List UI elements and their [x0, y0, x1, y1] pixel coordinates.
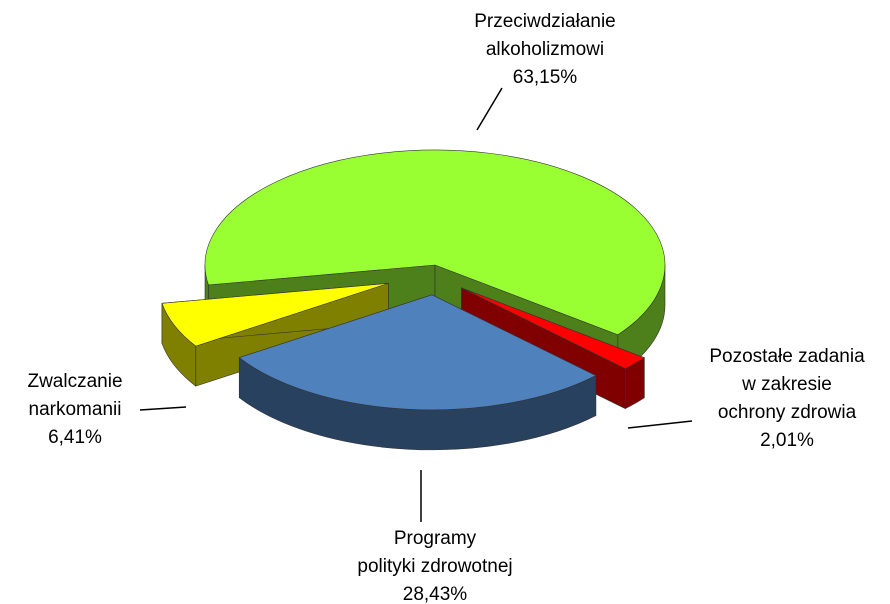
value-label: 63,15%	[512, 67, 578, 88]
leader-line	[476, 87, 503, 131]
value-label: 2,01%	[760, 430, 814, 451]
value-label: 28,43%	[402, 584, 468, 604]
slice-label: Przeciwdziałanie alkoholizmowi 63,15%	[445, 8, 645, 92]
slice-label: Programy polityki zdrowotnej 28,43%	[325, 525, 545, 604]
slice	[161, 283, 389, 347]
category-label: Programy polityki zdrowotnej	[357, 528, 513, 577]
slice	[204, 149, 666, 336]
leader-line	[139, 406, 187, 411]
slice-label: Zwalczanie narkomanii 6,41%	[0, 368, 150, 452]
slice	[461, 287, 645, 369]
slice-label: Pozostałe zadania w zakresie ochrony zdr…	[682, 343, 890, 455]
category-label: Pozostałe zadania w zakresie ochrony zdr…	[709, 346, 865, 423]
leader-line	[627, 420, 693, 429]
category-label: Przeciwdziałanie alkoholizmowi	[474, 11, 616, 60]
slice	[238, 294, 597, 411]
value-label: 6,41%	[48, 427, 102, 448]
category-label: Zwalczanie narkomanii	[27, 371, 123, 420]
